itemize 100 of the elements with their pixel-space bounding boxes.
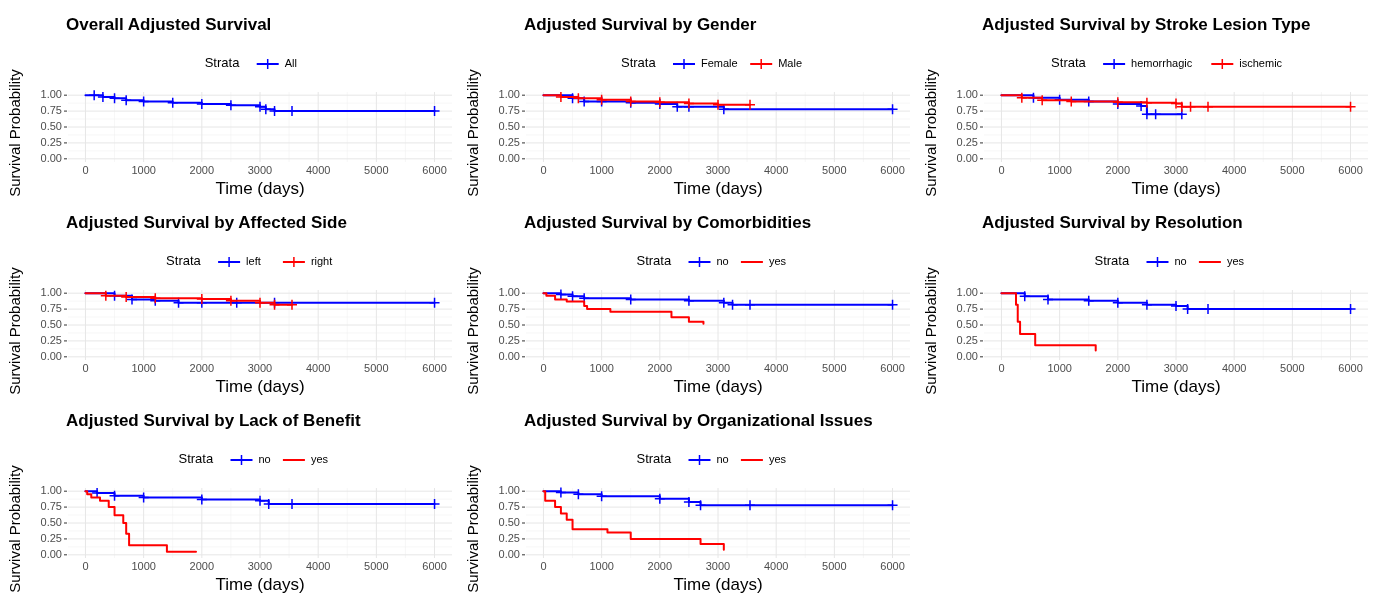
x-tick-label: 6000 <box>880 560 905 572</box>
x-tick-label: 5000 <box>1280 362 1305 374</box>
x-tick-label: 0 <box>82 560 89 572</box>
legend-label: ischemic <box>1239 56 1283 69</box>
y-tick-label: 1.00 <box>40 484 62 497</box>
x-tick-label: 4000 <box>305 362 331 374</box>
x-tick-label: 1000 <box>589 560 614 572</box>
chart-title: Adjusted Survival by Gender <box>524 15 757 34</box>
y-tick-label: 0.25 <box>40 531 62 544</box>
x-tick-label: 1000 <box>1047 164 1072 176</box>
x-tick-label: 2000 <box>647 362 673 374</box>
y-tick-label: 0.50 <box>498 317 520 330</box>
x-tick-label: 4000 <box>763 362 789 374</box>
y-tick-label: 0.75 <box>40 302 62 314</box>
legend-title: Strata <box>1051 55 1087 71</box>
legend-title: Strata <box>636 253 672 269</box>
x-tick-label: 3000 <box>705 560 731 572</box>
y-axis-title: Survival Probability <box>6 464 23 593</box>
y-tick-label: 0.25 <box>498 531 520 544</box>
y-tick-label: 1.00 <box>40 286 62 299</box>
y-axis-title: Survival Probability <box>922 68 939 197</box>
x-tick-label: 0 <box>82 362 89 374</box>
x-axis-title: Time (days) <box>215 179 305 198</box>
x-tick-label: 5000 <box>364 560 389 572</box>
legend-label: yes <box>310 452 329 465</box>
x-tick-label: 3000 <box>705 164 731 176</box>
x-axis-title: Time (days) <box>1131 377 1221 396</box>
x-tick-label: 2000 <box>647 164 673 176</box>
y-tick-label: 0.75 <box>956 104 978 116</box>
x-tick-label: 3000 <box>247 560 273 572</box>
x-tick-label: 0 <box>998 362 1005 374</box>
y-axis-title: Survival Probability <box>464 464 481 593</box>
legend-title: Strata <box>166 253 202 269</box>
legend-label: yes <box>768 254 787 267</box>
x-tick-label: 6000 <box>880 362 905 374</box>
x-tick-label: 5000 <box>364 362 389 374</box>
y-tick-label: 0.25 <box>498 135 520 148</box>
x-tick-label: 4000 <box>763 560 789 572</box>
y-tick-label: 1.00 <box>956 88 978 101</box>
chart-title: Adjusted Survival by Lack of Benefit <box>66 411 362 430</box>
chart-title: Adjusted Survival by Comorbidities <box>524 213 812 232</box>
legend-label: left <box>246 254 261 267</box>
y-tick-label: 0.00 <box>40 151 62 164</box>
x-tick-label: 3000 <box>247 164 273 176</box>
y-tick-label: 0.75 <box>40 104 62 116</box>
x-tick-label: 6000 <box>422 164 447 176</box>
chart-title: Adjusted Survival by Organizational Issues <box>524 411 873 430</box>
x-axis-title: Time (days) <box>673 377 763 396</box>
y-tick-label: 0.00 <box>498 349 520 362</box>
legend-label: right <box>310 254 333 267</box>
x-tick-label: 6000 <box>422 560 447 572</box>
x-tick-label: 2000 <box>189 362 215 374</box>
x-tick-label: 2000 <box>189 560 215 572</box>
legend-title: Strata <box>178 451 214 467</box>
y-axis-title: Survival Probability <box>6 266 23 395</box>
x-tick-label: 4000 <box>1221 362 1247 374</box>
x-tick-label: 2000 <box>189 164 215 176</box>
x-tick-label: 4000 <box>305 560 331 572</box>
x-tick-label: 5000 <box>822 560 847 572</box>
y-tick-label: 0.50 <box>40 119 62 132</box>
x-tick-label: 3000 <box>705 362 731 374</box>
y-tick-label: 0.00 <box>40 547 62 560</box>
y-tick-label: 1.00 <box>498 88 520 101</box>
legend-label: Female <box>701 56 738 69</box>
y-tick-label: 1.00 <box>498 484 520 497</box>
x-tick-label: 6000 <box>880 164 905 176</box>
legend-label: no <box>1174 254 1187 267</box>
y-axis-title: Survival Probability <box>464 266 481 395</box>
y-tick-label: 0.00 <box>498 151 520 164</box>
x-axis-title: Time (days) <box>215 575 305 594</box>
y-tick-label: 0.25 <box>956 135 978 148</box>
x-tick-label: 2000 <box>1105 164 1131 176</box>
x-tick-label: 2000 <box>1105 362 1131 374</box>
y-tick-label: 0.50 <box>956 119 978 132</box>
y-tick-label: 0.00 <box>956 349 978 362</box>
x-tick-label: 5000 <box>822 164 847 176</box>
x-tick-label: 2000 <box>647 560 673 572</box>
x-tick-label: 5000 <box>822 362 847 374</box>
y-tick-label: 0.50 <box>956 317 978 330</box>
y-tick-label: 0.00 <box>40 349 62 362</box>
y-tick-label: 0.00 <box>956 151 978 164</box>
x-tick-label: 4000 <box>1221 164 1247 176</box>
y-axis-title: Survival Probability <box>464 68 481 197</box>
x-tick-label: 1000 <box>131 164 156 176</box>
y-tick-label: 0.75 <box>956 302 978 314</box>
y-tick-label: 0.00 <box>498 547 520 560</box>
chart-title: Adjusted Survival by Affected Side <box>66 213 347 232</box>
y-tick-label: 1.00 <box>956 286 978 299</box>
y-tick-label: 0.25 <box>956 333 978 346</box>
x-tick-label: 5000 <box>1280 164 1305 176</box>
x-tick-label: 3000 <box>1163 164 1189 176</box>
y-tick-label: 0.50 <box>40 515 62 528</box>
legend-label: yes <box>768 452 787 465</box>
x-tick-label: 4000 <box>305 164 331 176</box>
x-tick-label: 0 <box>998 164 1005 176</box>
y-tick-label: 0.75 <box>498 500 520 512</box>
x-axis-title: Time (days) <box>673 575 763 594</box>
y-tick-label: 0.25 <box>498 333 520 346</box>
legend-title: Strata <box>204 55 241 71</box>
x-tick-label: 6000 <box>422 362 447 374</box>
